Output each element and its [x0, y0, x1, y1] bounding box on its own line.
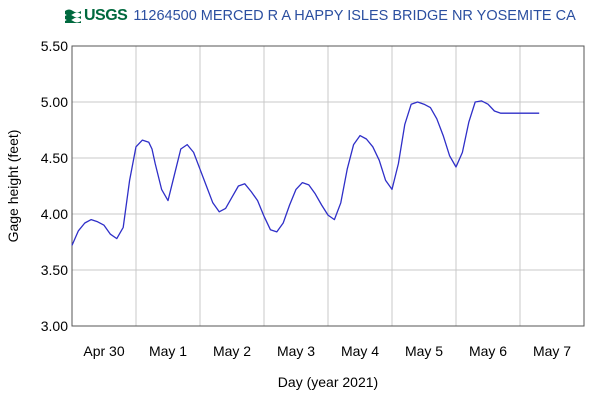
x-tick-label: May 4 — [341, 343, 379, 359]
x-tick-label: May 2 — [213, 343, 251, 359]
x-tick-label: May 6 — [469, 343, 507, 359]
y-tick-labels: 5.50 5.00 4.50 4.00 3.50 3.00 — [41, 38, 68, 334]
x-tick-label: May 5 — [405, 343, 443, 359]
y-tick-label: 3.00 — [41, 318, 68, 334]
y-tick-label: 5.00 — [41, 94, 68, 110]
series-layer — [71, 100, 540, 246]
grid-lines — [72, 45, 584, 327]
usgs-wave-icon — [65, 9, 81, 23]
usgs-logo: USGS — [64, 7, 128, 25]
plot-frame — [71, 45, 585, 327]
y-tick-label: 5.50 — [41, 38, 68, 54]
usgs-logo-text: USGS — [84, 7, 128, 24]
y-tick-label: 4.00 — [41, 206, 68, 222]
x-tick-label: Apr 30 — [83, 343, 124, 359]
gage-height-line — [71, 100, 540, 246]
x-tick-label: May 7 — [533, 343, 571, 359]
chart-title: 11264500 MERCED R A HAPPY ISLES BRIDGE N… — [133, 8, 576, 24]
x-tick-labels: Apr 30 May 1 May 2 May 3 May 4 May 5 May 6 May … — [83, 343, 571, 359]
y-tick-label: 3.50 — [41, 262, 68, 278]
y-axis-label: Gage height (feet) — [5, 130, 21, 243]
y-tick-label: 4.50 — [41, 150, 68, 166]
chart-header: USGS 11264500 MERCED R A HAPPY ISLES BRI… — [64, 6, 576, 26]
x-tick-label: May 1 — [149, 343, 187, 359]
x-tick-label: May 3 — [277, 343, 315, 359]
x-axis-label: Day (year 2021) — [278, 374, 378, 390]
